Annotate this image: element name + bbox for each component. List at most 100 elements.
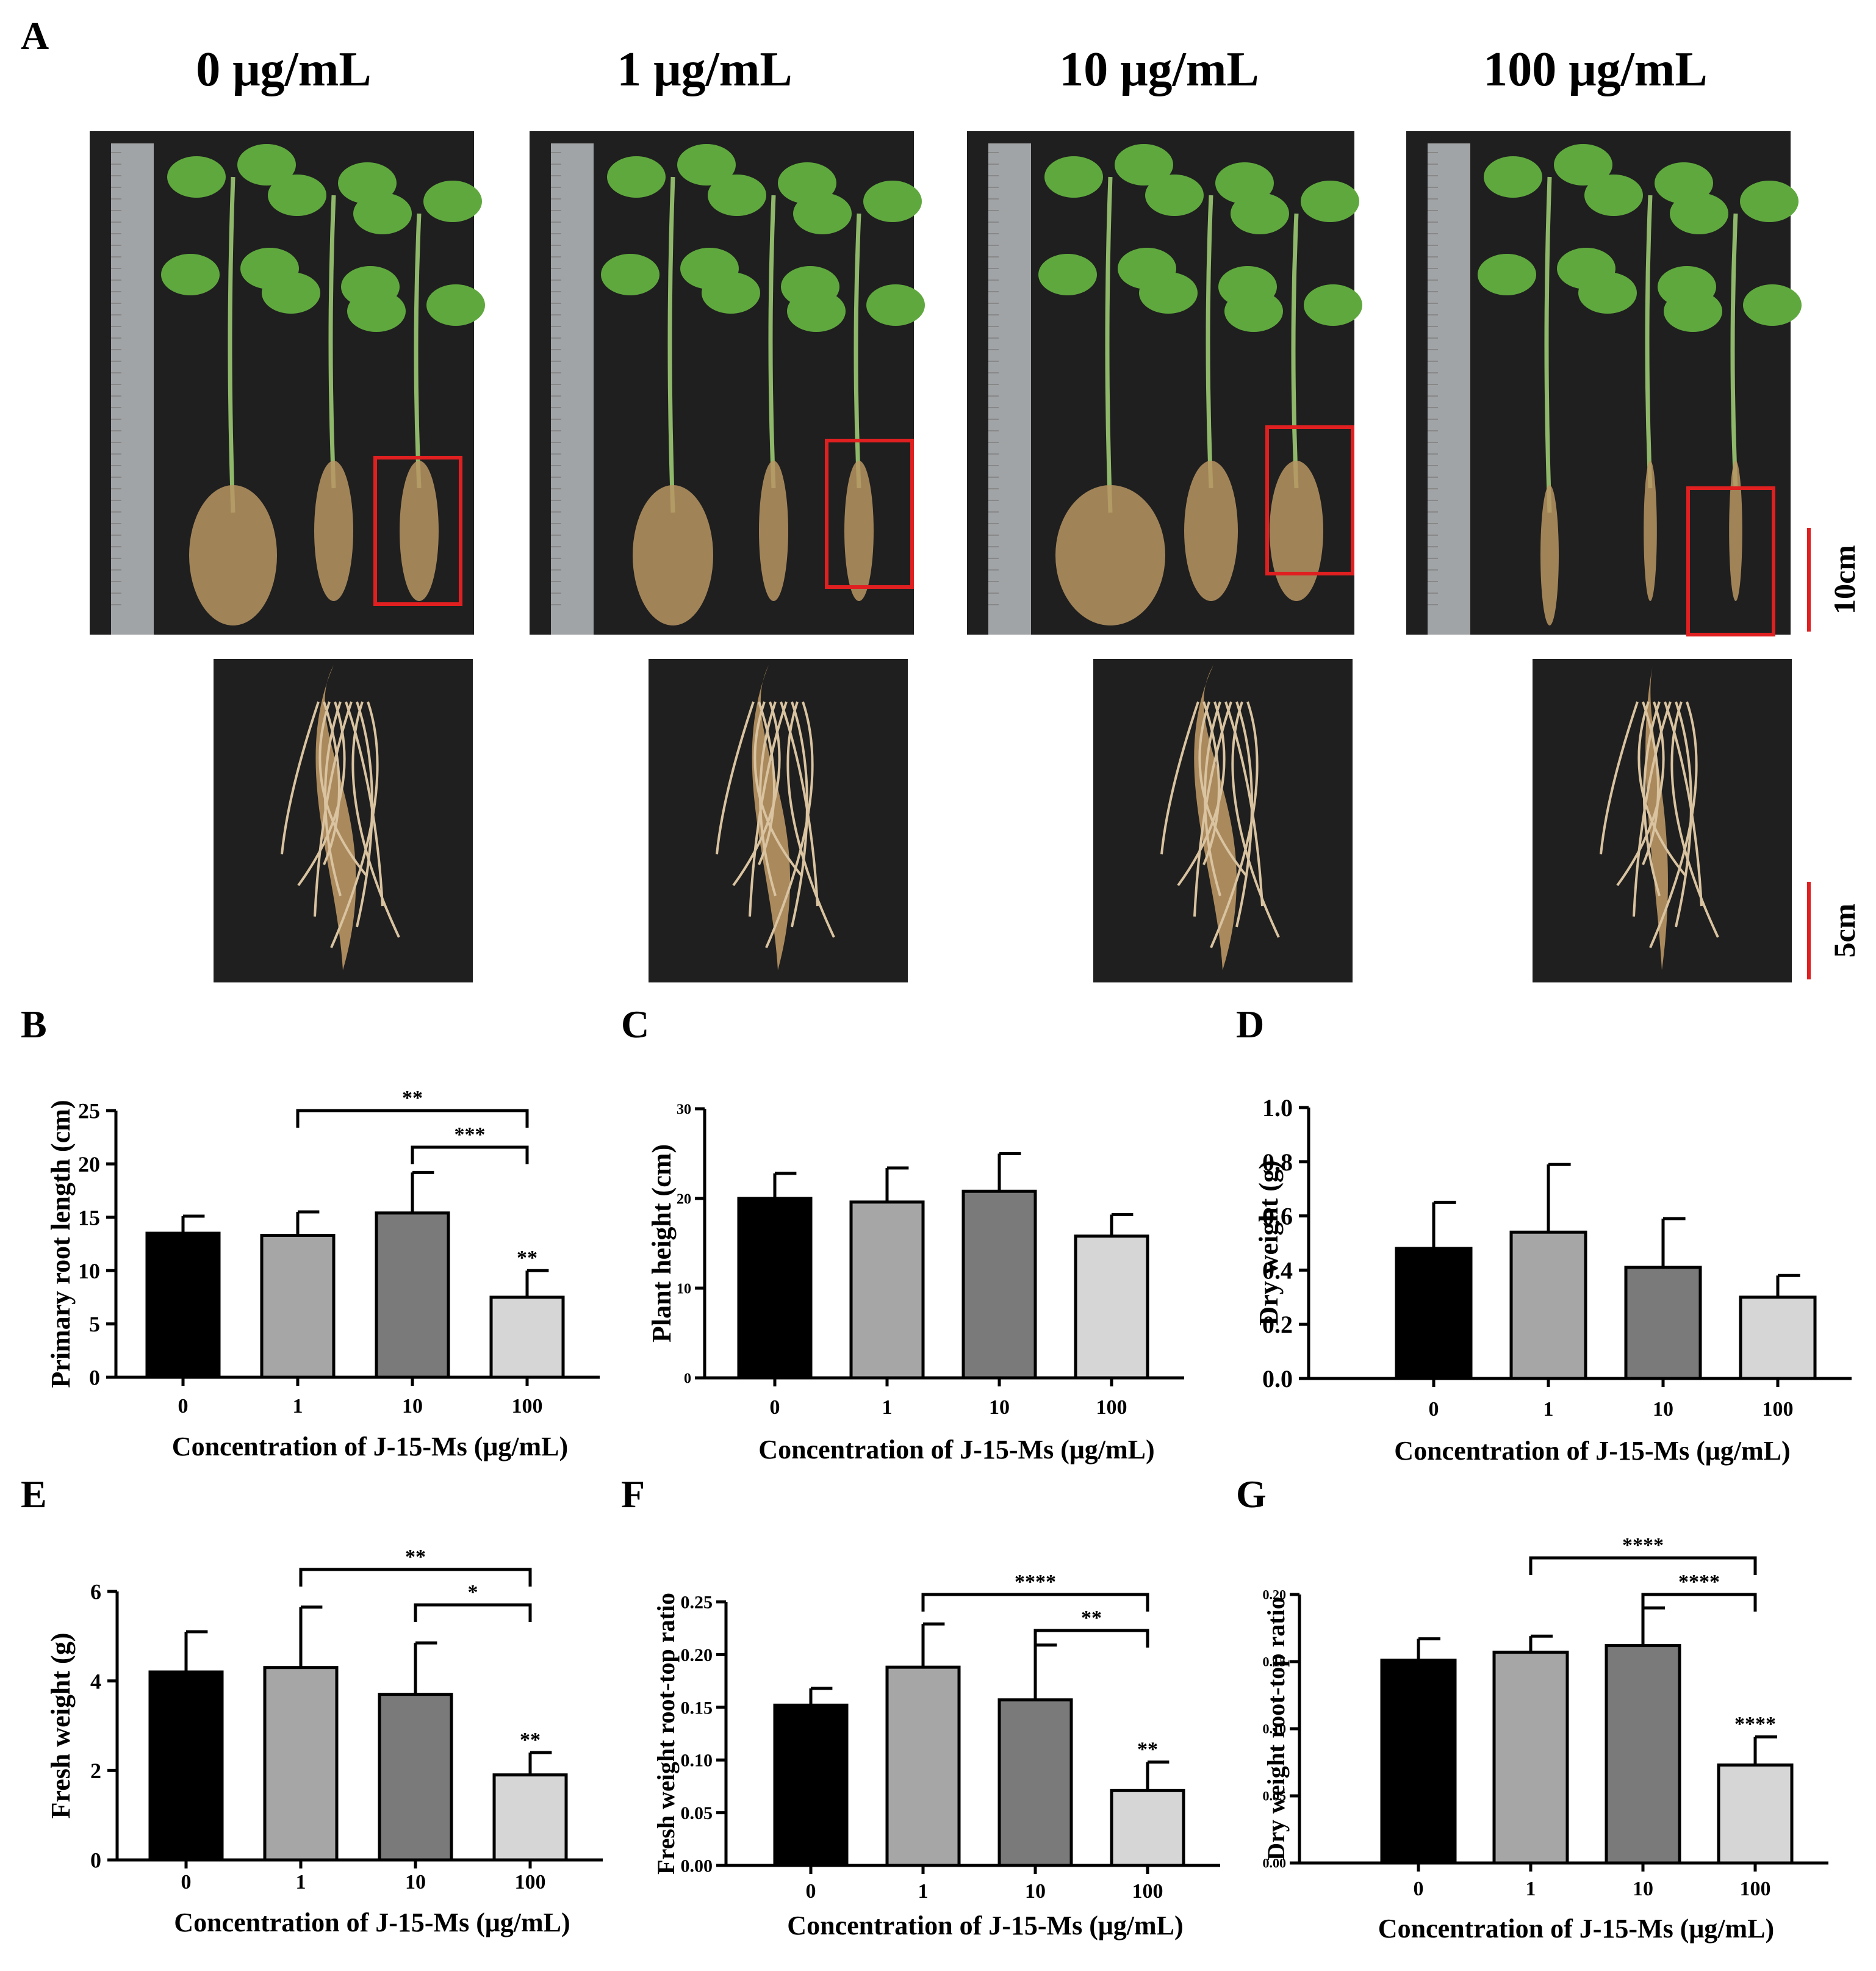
x-axis-title: Concentration of J-15-Ms (μg/mL) <box>174 1908 570 1937</box>
leaf <box>268 175 326 216</box>
ruler <box>111 143 154 635</box>
bar-100 <box>492 1773 568 1862</box>
root-mass <box>1644 461 1657 601</box>
x-axis-title: Concentration of J-15-Ms (μg/mL) <box>1394 1436 1790 1466</box>
leaf <box>1224 290 1283 332</box>
root-strand <box>732 701 781 887</box>
plant-photo-0 <box>90 131 485 635</box>
root-strand <box>1664 701 1703 907</box>
root-highlight-box <box>1686 486 1775 636</box>
y-tick-label: 0.10 <box>681 1751 713 1771</box>
significance-bracket <box>414 1603 532 1622</box>
root-strand <box>1235 701 1253 928</box>
root-strand <box>345 701 384 907</box>
y-axis-title: Fresh weight root-top ratio <box>652 1593 680 1875</box>
leaf <box>1038 254 1097 295</box>
root-strand <box>716 701 755 855</box>
root-strand <box>749 701 788 917</box>
y-axis-title: Plant height (cm) <box>647 1144 677 1342</box>
root-strand <box>791 701 808 928</box>
root-highlight-box <box>373 456 462 606</box>
panel-g-letter: G <box>1236 1472 1267 1516</box>
bar-0 <box>1395 1247 1473 1380</box>
stem <box>768 195 776 489</box>
y-tick-label: 0.05 <box>1263 1789 1287 1804</box>
y-tick-label: 1.0 <box>1262 1094 1293 1122</box>
panel-c-letter: C <box>621 1003 649 1046</box>
root-strand <box>759 701 777 896</box>
root-closeup-mass <box>315 665 356 970</box>
root-strand <box>281 701 320 855</box>
root-mass <box>1184 461 1238 601</box>
x-tick-label: 0 <box>178 1395 189 1418</box>
root-strand <box>1675 701 1692 928</box>
leaf <box>708 175 766 216</box>
leaf <box>161 254 220 295</box>
leaf <box>426 284 485 326</box>
root-strand <box>1600 701 1639 855</box>
x-tick-label: 1 <box>1544 1398 1554 1421</box>
leaf <box>1044 156 1103 198</box>
leaf <box>1115 144 1173 186</box>
stem <box>1105 176 1113 513</box>
root-strand <box>1210 701 1259 948</box>
root-strand <box>1649 701 1698 948</box>
x-tick-label: 100 <box>1740 1878 1771 1900</box>
leaf <box>423 181 482 222</box>
leaf <box>863 181 922 222</box>
leaf <box>1584 175 1643 216</box>
significance-bracket <box>1033 1629 1149 1648</box>
root-strand <box>1643 701 1661 896</box>
leaf <box>1304 284 1362 326</box>
root-strand <box>351 701 400 938</box>
bar-1 <box>849 1200 925 1380</box>
leaf <box>347 290 406 332</box>
root-mass <box>759 461 788 601</box>
chart-f-fresh-weight-ratio: F 0.000.050.100.150.200.250 1 10 100*******… <box>621 1472 1220 1940</box>
stem <box>228 176 235 513</box>
leaf <box>866 284 925 326</box>
bar-significance-label: ** <box>517 1247 537 1269</box>
significance-bracket <box>296 1109 529 1128</box>
x-tick-label: 10 <box>1025 1880 1046 1903</box>
x-tick-label: 1 <box>1526 1878 1536 1900</box>
root-strand <box>780 701 819 907</box>
bar-0 <box>737 1197 813 1380</box>
x-axis-title: Concentration of J-15-Ms (μg/mL) <box>787 1911 1183 1940</box>
leaf <box>702 272 760 314</box>
ruler <box>1428 143 1470 635</box>
x-tick-label: 0 <box>1429 1398 1439 1421</box>
panel-e-letter: E <box>21 1472 47 1516</box>
root-strand <box>1637 701 1686 876</box>
stem <box>1645 195 1653 489</box>
x-tick-label: 0 <box>806 1880 816 1903</box>
bar-1 <box>1509 1230 1587 1380</box>
root-closeup-2 <box>1093 659 1353 982</box>
root-strand <box>758 701 775 865</box>
leaf <box>1301 181 1359 222</box>
plant-photo-1 <box>530 131 925 635</box>
y-tick-label: 20 <box>78 1152 100 1176</box>
stem <box>667 176 675 513</box>
root-strand <box>330 701 379 948</box>
root-closeup-0 <box>214 659 473 982</box>
bar-0 <box>148 1670 224 1862</box>
concentration-label-1: 1 μg/mL <box>617 43 792 96</box>
x-tick-label: 1 <box>918 1880 929 1903</box>
y-tick-label: 10 <box>677 1281 691 1297</box>
leaf <box>1478 254 1536 295</box>
x-tick-label: 0 <box>181 1871 192 1894</box>
y-tick-label: 0 <box>684 1371 691 1386</box>
stem <box>1544 176 1552 513</box>
root-mass <box>633 485 713 625</box>
plant-photo-3 <box>1406 131 1802 636</box>
x-tick-label: 100 <box>1096 1396 1127 1419</box>
root-strand <box>323 701 340 865</box>
scale-label-10cm: 10cm <box>1827 545 1861 614</box>
y-tick-label: 0.6 <box>1262 1203 1293 1230</box>
leaf <box>1664 290 1722 332</box>
root-strand <box>1177 701 1226 887</box>
root-mass <box>1729 461 1742 601</box>
y-tick-label: 4 <box>90 1669 101 1693</box>
y-tick-label: 2 <box>90 1759 101 1783</box>
